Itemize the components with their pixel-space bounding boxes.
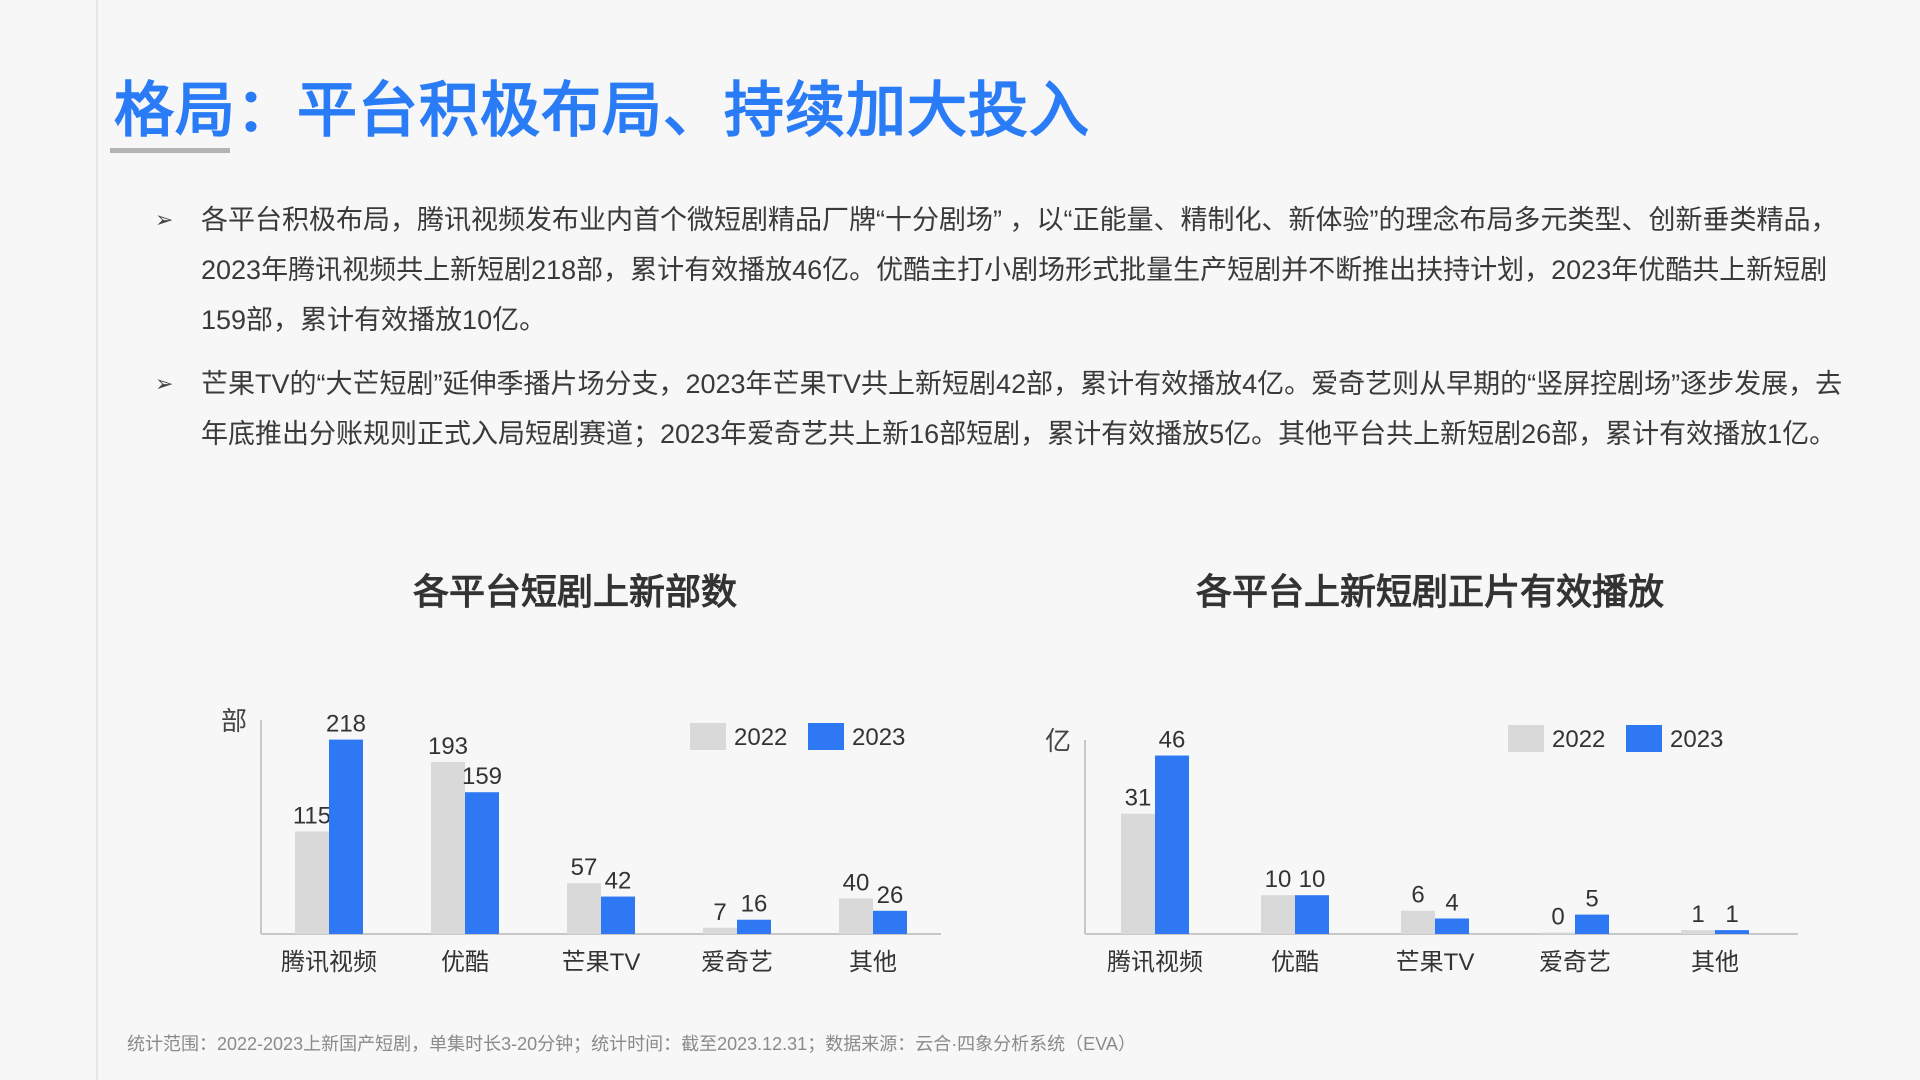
legend-label: 2022 [1552, 726, 1605, 753]
bullet-text: 各平台积极布局，腾讯视频发布业内首个微短剧精品厂牌“十分剧场” ，以“正能量、精… [201, 205, 1838, 335]
category-tick-label: 腾讯视频 [281, 949, 377, 976]
data-label-2022: 7 [713, 899, 726, 926]
bar-2022 [839, 898, 873, 934]
data-label-2022: 1 [1691, 901, 1704, 928]
footnote-source: 统计范围：2022-2023上新国产短剧，单集时长3-20分钟；统计时间：截至2… [127, 1034, 1136, 1054]
bar-2023 [329, 739, 363, 934]
category-tick-label: 芒果TV [1396, 949, 1475, 976]
category-tick-label: 腾讯视频 [1107, 949, 1203, 976]
bullet-list: ➢ 各平台积极布局，腾讯视频发布业内首个微短剧精品厂牌“十分剧场” ，以“正能量… [155, 195, 1855, 473]
bar-2022 [431, 761, 465, 934]
data-label-2023: 42 [605, 868, 632, 895]
page-title: 格局：平台积极布局、持续加大投入 [114, 77, 1090, 144]
bar-2022 [1681, 930, 1715, 934]
bullet-text: 芒果TV的“大芒短剧”延伸季播片场分支，2023年芒果TV共上新短剧42部，累计… [201, 369, 1843, 449]
data-label-2022: 115 [293, 802, 331, 829]
bar-2023 [1435, 918, 1469, 934]
bar-2022 [703, 927, 737, 934]
legend-swatch-2022 [1508, 725, 1544, 752]
legend-swatch-2023 [1626, 725, 1662, 752]
bar-2023 [601, 896, 635, 934]
legend-label: 2022 [734, 724, 787, 751]
bullet-item: ➢ 各平台积极布局，腾讯视频发布业内首个微短剧精品厂牌“十分剧场” ，以“正能量… [155, 195, 1855, 345]
category-tick-label: 优酷 [1271, 949, 1319, 976]
data-label-2023: 218 [326, 711, 366, 738]
data-label-2022: 40 [843, 869, 870, 896]
data-label-2023: 4 [1445, 889, 1458, 916]
bar-2023 [465, 792, 499, 934]
data-label-2022: 6 [1411, 882, 1424, 909]
bar-chart-episodes: 部 115 218 腾讯视频 193 159 优酷 57 42 芒果TV 7 16 爱奇艺 40 26 其他 2… [221, 706, 941, 976]
bar-2023 [737, 919, 771, 934]
data-label-2023: 1 [1725, 901, 1738, 928]
category-tick-label: 其他 [849, 949, 897, 976]
data-label-2022: 193 [428, 733, 468, 760]
data-label-2023: 10 [1299, 866, 1326, 893]
data-label-2022: 57 [571, 854, 598, 881]
bar-2022 [1541, 932, 1575, 934]
bar-2022 [295, 831, 329, 934]
bar-2022 [1401, 910, 1435, 934]
data-label-2023: 46 [1159, 727, 1186, 754]
category-tick-label: 爱奇艺 [1539, 949, 1611, 976]
data-label-2022: 0 [1551, 904, 1564, 931]
legend-swatch-2023 [808, 723, 844, 750]
legend-swatch-2022 [690, 723, 726, 750]
bullet-arrow-icon: ➢ [155, 371, 174, 396]
category-tick-label: 爱奇艺 [701, 949, 773, 976]
bar-2023 [1575, 914, 1609, 934]
chart-title-plays: 各平台上新短剧正片有效播放 [1195, 571, 1664, 612]
y-axis-unit-label: 亿 [1045, 726, 1071, 756]
category-tick-label: 其他 [1691, 949, 1739, 976]
left-divider [96, 0, 98, 1080]
bar-2023 [1155, 755, 1189, 934]
category-tick-label: 芒果TV [562, 949, 641, 976]
bar-2022 [1121, 813, 1155, 934]
legend-label: 2023 [1670, 726, 1723, 753]
bar-2023 [873, 910, 907, 934]
category-tick-label: 优酷 [441, 949, 489, 976]
bar-2023 [1295, 895, 1329, 934]
bullet-arrow-icon: ➢ [155, 207, 174, 232]
data-label-2023: 26 [877, 882, 904, 909]
y-axis-unit-label: 部 [221, 706, 247, 736]
bar-2022 [1261, 895, 1295, 934]
data-label-2023: 5 [1585, 886, 1598, 913]
data-label-2022: 10 [1265, 866, 1292, 893]
bar-2023 [1715, 930, 1749, 934]
bar-chart-plays: 亿 31 46 腾讯视频 10 10 优酷 6 4 芒果TV 05 爱奇艺 1 1 其他 2022 2023 [1045, 725, 1798, 976]
data-label-2023: 16 [741, 891, 768, 918]
bar-2022 [567, 883, 601, 934]
data-label-2023: 159 [462, 763, 502, 790]
title-underline [110, 148, 230, 153]
data-label-2022: 31 [1125, 785, 1152, 812]
legend-label: 2023 [852, 724, 905, 751]
bullet-item: ➢ 芒果TV的“大芒短剧”延伸季播片场分支，2023年芒果TV共上新短剧42部，… [155, 359, 1855, 459]
chart-title-episodes: 各平台短剧上新部数 [412, 571, 737, 612]
